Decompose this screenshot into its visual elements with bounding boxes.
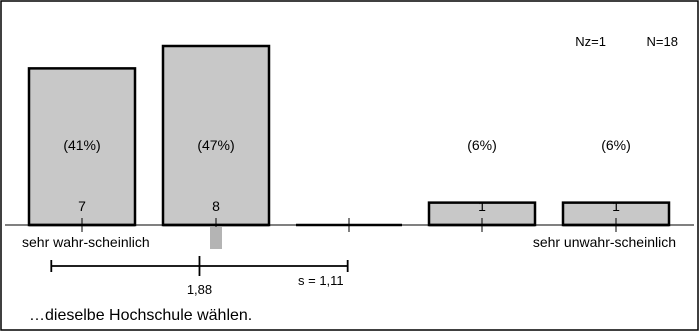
count-label: 1 xyxy=(478,198,486,214)
scale-left-label: sehr wahr-scheinlich xyxy=(22,234,150,250)
scale-right-label: sehr unwahr-scheinlich xyxy=(533,234,676,250)
percent-label: (47%) xyxy=(197,137,234,153)
question-text: …dieselbe Hochschule wählen. xyxy=(29,307,253,324)
median-marker xyxy=(210,227,222,249)
count-label: 1 xyxy=(612,198,620,214)
count-label: 7 xyxy=(78,198,86,214)
nz-label: Nz=1 xyxy=(575,34,606,49)
sd-label: s = 1,11 xyxy=(298,273,344,288)
count-label: 8 xyxy=(212,198,220,214)
bar-2 xyxy=(161,44,271,227)
percent-label: (6%) xyxy=(601,137,631,153)
percent-label: (41%) xyxy=(63,137,100,153)
mean-label: 1,88 xyxy=(187,282,212,297)
percent-label: (6%) xyxy=(467,137,497,153)
n-label: N=18 xyxy=(647,34,678,49)
